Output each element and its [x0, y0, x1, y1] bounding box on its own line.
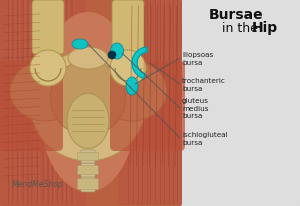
FancyBboxPatch shape [77, 166, 98, 175]
FancyBboxPatch shape [118, 1, 182, 205]
FancyBboxPatch shape [0, 0, 182, 206]
Ellipse shape [31, 52, 146, 161]
FancyBboxPatch shape [81, 150, 95, 163]
FancyBboxPatch shape [77, 153, 98, 161]
Polygon shape [132, 48, 147, 79]
FancyBboxPatch shape [81, 176, 95, 192]
FancyBboxPatch shape [0, 62, 63, 151]
FancyBboxPatch shape [77, 179, 98, 190]
Circle shape [110, 51, 146, 87]
Ellipse shape [72, 40, 88, 50]
Text: Hip: Hip [252, 21, 278, 35]
Ellipse shape [68, 48, 108, 70]
FancyBboxPatch shape [168, 0, 300, 206]
Text: Bursae: Bursae [209, 8, 263, 22]
Ellipse shape [126, 78, 138, 96]
FancyBboxPatch shape [32, 1, 64, 55]
Ellipse shape [10, 62, 80, 121]
Ellipse shape [97, 62, 167, 121]
Ellipse shape [38, 13, 138, 192]
Text: iliopsoas
bursa: iliopsoas bursa [182, 52, 213, 66]
Ellipse shape [67, 94, 109, 149]
Ellipse shape [50, 61, 125, 136]
Text: in the: in the [222, 22, 262, 35]
Circle shape [30, 51, 66, 87]
Circle shape [108, 52, 116, 60]
Text: MendMeShop: MendMeShop [12, 179, 64, 188]
FancyBboxPatch shape [110, 62, 185, 151]
Text: trochanteric
bursa: trochanteric bursa [182, 78, 226, 91]
FancyBboxPatch shape [112, 1, 144, 55]
Text: ischiogluteal
bursa: ischiogluteal bursa [182, 132, 228, 145]
FancyBboxPatch shape [81, 163, 95, 177]
Text: gluteus
medius
bursa: gluteus medius bursa [182, 98, 209, 119]
FancyBboxPatch shape [0, 0, 86, 206]
Ellipse shape [110, 44, 124, 60]
